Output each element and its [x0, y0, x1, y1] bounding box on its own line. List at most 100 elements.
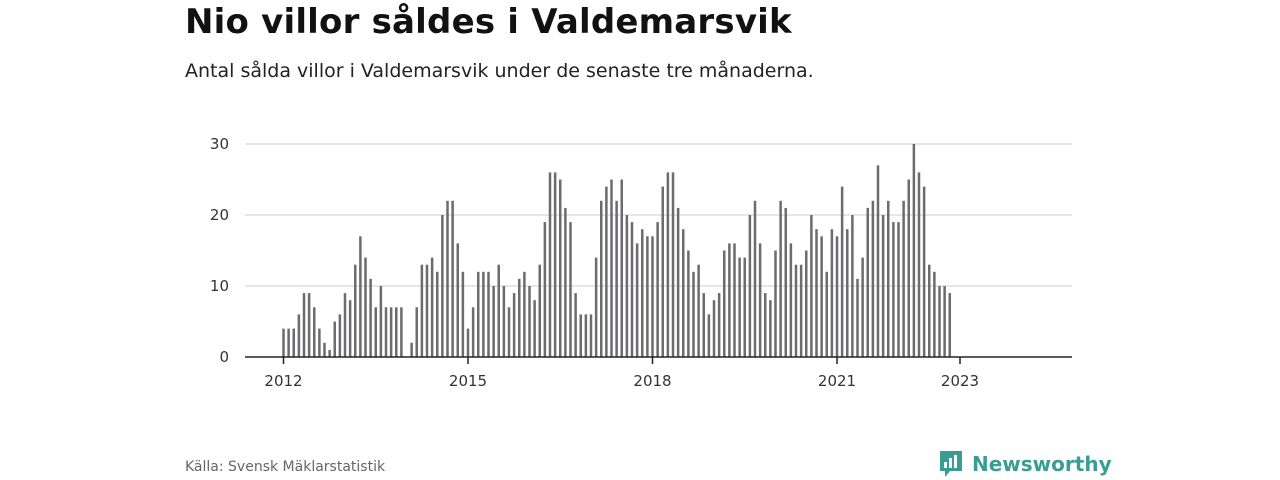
- bar: [441, 215, 444, 357]
- bar: [728, 243, 731, 357]
- bar: [436, 271, 439, 357]
- bar: [538, 264, 541, 357]
- bar: [871, 200, 875, 357]
- bar: [753, 200, 757, 357]
- bar: [692, 271, 695, 357]
- bar: [456, 243, 459, 357]
- bar: [912, 144, 916, 357]
- bar: [943, 286, 946, 357]
- x-tick-label: 2018: [633, 372, 671, 390]
- bar: [902, 200, 905, 357]
- bar: [533, 300, 536, 357]
- bar: [518, 278, 521, 357]
- bar: [764, 293, 767, 357]
- bar: [861, 257, 864, 357]
- bar: [948, 293, 951, 357]
- y-tick-label: 20: [210, 206, 229, 224]
- bar: [830, 229, 834, 357]
- bar-series: [282, 144, 951, 357]
- bar: [564, 207, 567, 357]
- bar: [661, 186, 664, 357]
- bar: [600, 200, 603, 357]
- bar: [835, 236, 839, 357]
- bar: [574, 293, 577, 357]
- bar: [892, 222, 895, 357]
- bar: [559, 179, 562, 357]
- bar: [630, 222, 634, 357]
- newsworthy-logo-icon: [940, 451, 962, 477]
- bar: [543, 222, 547, 357]
- bar: [917, 172, 921, 357]
- x-tick-label: 2015: [449, 372, 487, 390]
- bar: [389, 307, 393, 357]
- bar: [369, 278, 372, 357]
- bar: [866, 207, 869, 357]
- bar: [702, 293, 705, 357]
- bar: [594, 257, 598, 357]
- bar: [482, 271, 485, 357]
- bar: [876, 165, 880, 357]
- bar: [354, 264, 357, 357]
- bar: [774, 250, 777, 357]
- bar: [625, 215, 629, 357]
- bar: [492, 286, 495, 357]
- bar: [589, 314, 593, 357]
- bar: [318, 328, 321, 357]
- bar: [553, 172, 557, 357]
- bar: [323, 342, 326, 357]
- bar: [733, 243, 736, 357]
- bar: [928, 264, 931, 357]
- bar: [379, 286, 383, 357]
- bar: [789, 243, 793, 357]
- page-title: Nio villor såldes i Valdemarsvik: [185, 2, 792, 42]
- source-note: Källa: Svensk Mäklarstatistik: [185, 459, 386, 475]
- bar: [451, 200, 454, 357]
- bar: [635, 243, 639, 357]
- bar: [748, 215, 752, 357]
- bar: [641, 229, 644, 357]
- page-subtitle: Antal sålda villor i Valdemarsvik under …: [185, 60, 814, 82]
- bar: [887, 200, 890, 357]
- bar: [528, 286, 531, 357]
- bar: [846, 229, 849, 357]
- axes: 0 10 20 30 2012 2015 2018 2021 2023 9: [210, 0, 1072, 390]
- bar: [938, 286, 941, 357]
- bar: [810, 215, 813, 357]
- bar: [348, 300, 352, 357]
- bar: [717, 293, 721, 357]
- bar: [697, 264, 700, 357]
- x-tick-label: 2021: [818, 372, 856, 390]
- x-tick-label: 2012: [264, 372, 302, 390]
- bar: [287, 328, 290, 357]
- bar: [512, 293, 516, 357]
- y-tick-label: 10: [210, 277, 229, 295]
- bar: [615, 200, 618, 357]
- bar: [374, 307, 377, 357]
- bar: [487, 271, 490, 357]
- bar: [799, 264, 803, 357]
- bar: [656, 222, 659, 357]
- bar: [420, 264, 424, 357]
- bar: [410, 342, 413, 357]
- highlight-value-label: 9: [955, 0, 965, 4]
- bar: [738, 257, 741, 357]
- brand-name: Newsworthy: [972, 452, 1112, 476]
- bar: [461, 271, 465, 357]
- bar: [471, 307, 475, 357]
- bar: [584, 314, 588, 357]
- bar: [666, 172, 670, 357]
- bar: [282, 328, 285, 357]
- bar: [712, 300, 716, 357]
- bar: [292, 328, 295, 357]
- y-tick-label: 30: [210, 135, 229, 153]
- bar: [313, 307, 316, 357]
- bar: [933, 271, 936, 357]
- bar: [707, 314, 711, 357]
- bar: [794, 264, 798, 357]
- bar: [815, 229, 818, 357]
- bar: [548, 172, 552, 357]
- bar: [758, 243, 762, 357]
- bar: [384, 307, 388, 357]
- bar: [646, 236, 649, 357]
